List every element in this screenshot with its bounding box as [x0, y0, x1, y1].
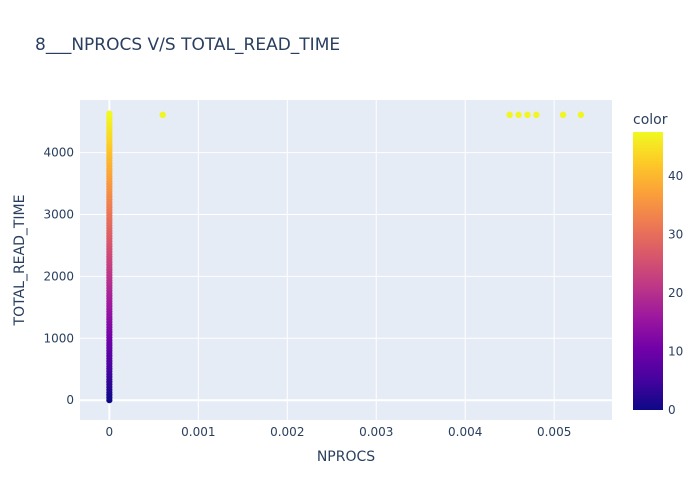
x-tick-label: 0: [106, 425, 114, 439]
x-tick-label: 0.003: [359, 425, 393, 439]
y-tick-label: 4000: [43, 146, 74, 160]
data-points: [106, 110, 585, 404]
column-point: [106, 110, 113, 117]
x-tick-label: 0.004: [448, 425, 482, 439]
plot-background: [80, 100, 612, 420]
colorbar-tick-label: 10: [668, 344, 683, 358]
x-tick-label: 0.002: [270, 425, 304, 439]
scatter-point: [533, 111, 540, 119]
scatter-point: [506, 111, 513, 119]
x-tick-label: 0.005: [537, 425, 571, 439]
y-tick-label: 0: [66, 393, 74, 407]
tick-labels: 0 0.001 0.002 0.003 0.004 0.005 0 1000 2000 3000 4…: [43, 146, 571, 439]
y-tick-label: 1000: [43, 331, 74, 345]
colorbar-tick-label: 30: [668, 227, 683, 241]
scatter-point: [577, 111, 585, 119]
scatter-point: [524, 111, 531, 119]
grid-lines: [80, 100, 612, 420]
y-axis-label: TOTAL_READ_TIME: [12, 195, 28, 327]
scatter-point: [159, 111, 166, 119]
colorbar-tick-labels: 0 10 20 30 40: [668, 169, 683, 417]
y-tick-label: 2000: [43, 269, 74, 283]
chart-title: 8___NPROCS V/S TOTAL_READ_TIME: [35, 35, 340, 55]
scatter-point: [515, 111, 522, 119]
colorbar-title: color: [633, 112, 668, 128]
x-axis-label: NPROCS: [317, 449, 375, 465]
x-tick-label: 0.001: [181, 425, 215, 439]
colorbar-tick-label: 20: [668, 286, 683, 300]
scatter-point: [559, 111, 567, 119]
y-tick-label: 3000: [43, 208, 74, 222]
colorbar-tick-label: 0: [668, 403, 676, 417]
colorbar: [633, 132, 663, 410]
colorbar-tick-label: 40: [668, 169, 683, 183]
